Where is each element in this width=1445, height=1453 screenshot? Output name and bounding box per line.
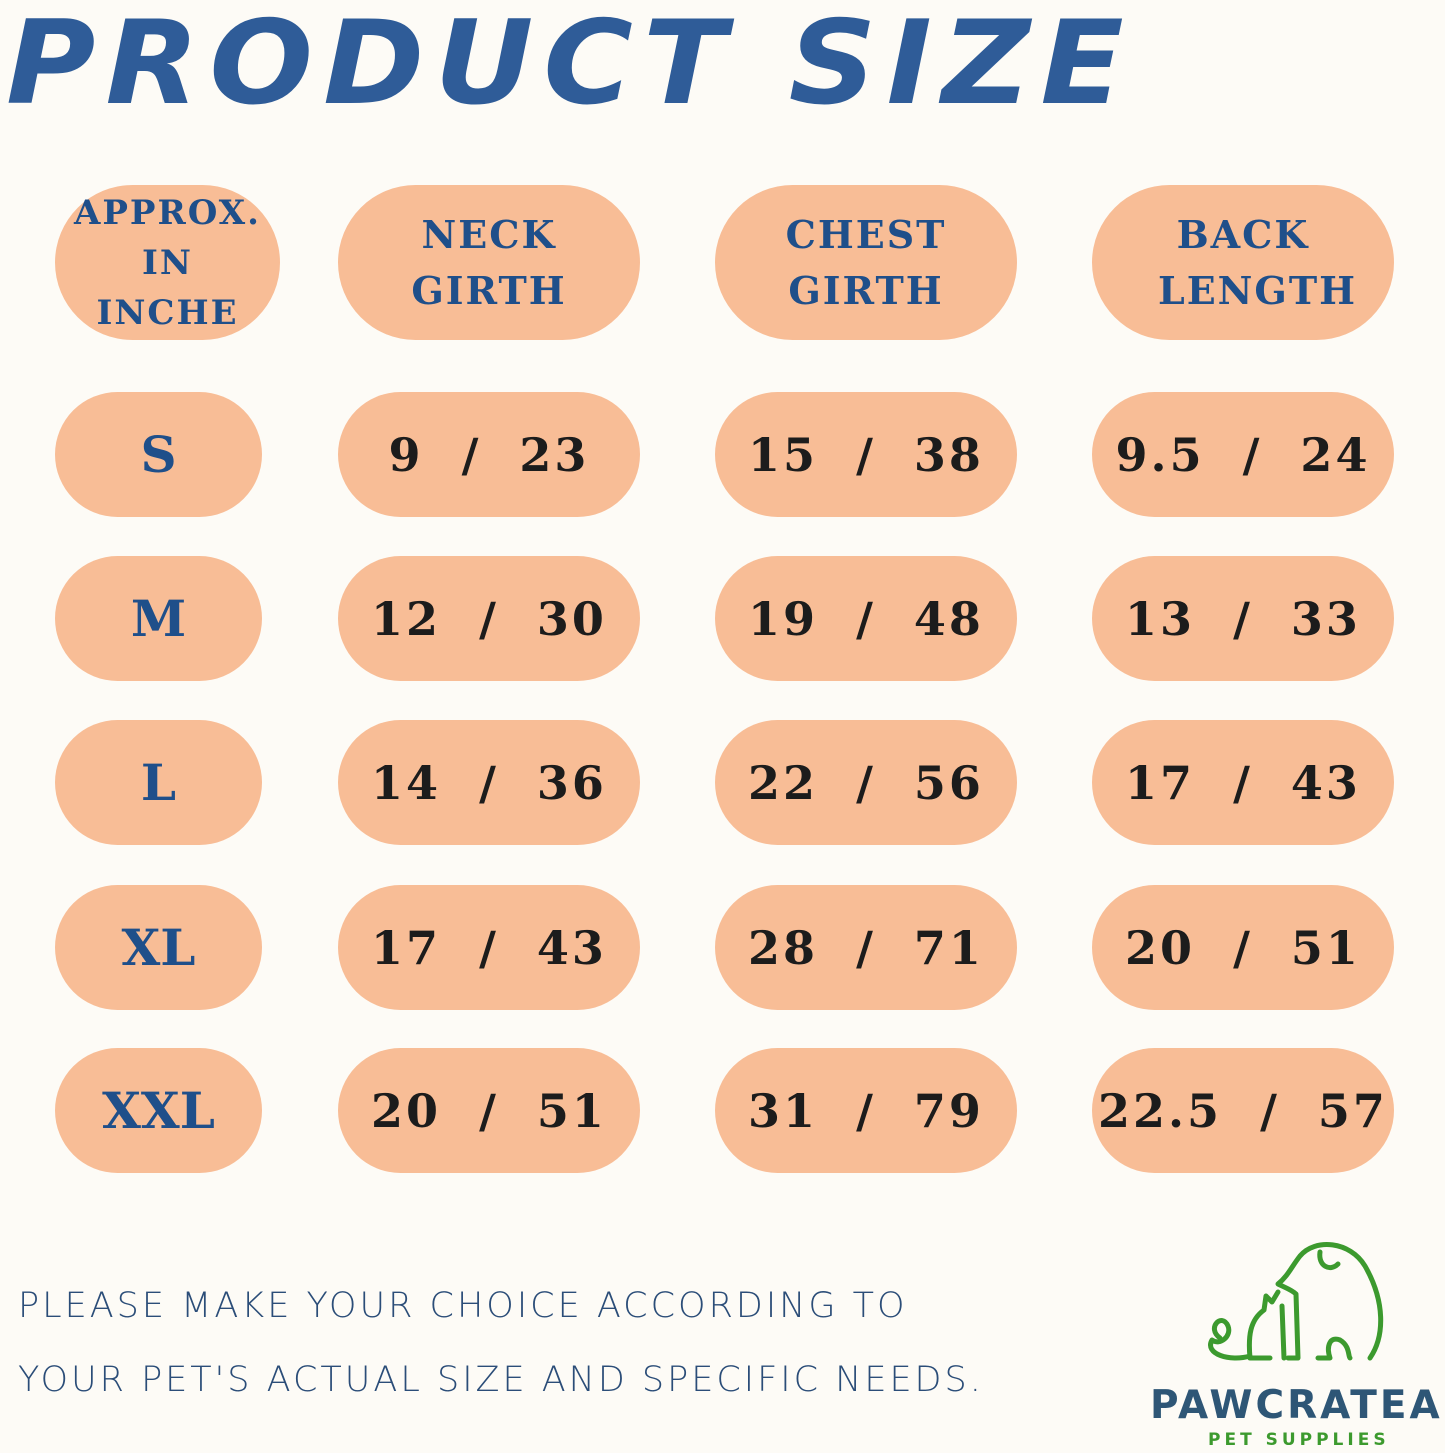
note-line-2: YOUR PET'S ACTUAL SIZE AND SPECIFIC NEED… bbox=[18, 1360, 984, 1400]
header-approx-in-inches: APPROX. IN INCHE bbox=[55, 185, 280, 340]
header-label: BACK LENGTH bbox=[1158, 211, 1358, 313]
neck-value-cell: 12 / 30 bbox=[338, 556, 640, 681]
back-value-cell: 17 / 43 bbox=[1092, 720, 1394, 845]
back-value-cell: 13 / 33 bbox=[1092, 556, 1394, 681]
size-label-cell: S bbox=[55, 392, 262, 517]
header-back-length: BACK LENGTH bbox=[1092, 185, 1394, 340]
back-value-cell: 20 / 51 bbox=[1092, 885, 1394, 1010]
back-value-cell: 22.5 / 57 bbox=[1092, 1048, 1394, 1173]
neck-value-cell: 14 / 36 bbox=[338, 720, 640, 845]
cat-and-dog-outline-icon bbox=[1208, 1242, 1384, 1361]
header-neck-girth: NECK GIRTH bbox=[338, 185, 640, 340]
brand-tagline: PET SUPPLIES bbox=[1208, 1430, 1390, 1450]
back-value-cell: 9.5 / 24 bbox=[1092, 392, 1394, 517]
chest-value-cell: 19 / 48 bbox=[715, 556, 1017, 681]
size-label-cell: XL bbox=[55, 885, 262, 1010]
note-line-1: PLEASE MAKE YOUR CHOICE ACCORDING TO bbox=[18, 1286, 908, 1326]
size-label-cell: L bbox=[55, 720, 262, 845]
chest-value-cell: 31 / 79 bbox=[715, 1048, 1017, 1173]
brand-name: PAWCRATEAN bbox=[1150, 1383, 1445, 1428]
chest-value-cell: 22 / 56 bbox=[715, 720, 1017, 845]
header-label: CHEST GIRTH bbox=[785, 211, 947, 313]
chest-value-cell: 15 / 38 bbox=[715, 392, 1017, 517]
neck-value-cell: 17 / 43 bbox=[338, 885, 640, 1010]
size-label-cell: M bbox=[55, 556, 262, 681]
header-label: APPROX. IN INCHE bbox=[73, 192, 261, 333]
header-label: NECK GIRTH bbox=[411, 211, 567, 313]
neck-value-cell: 9 / 23 bbox=[338, 392, 640, 517]
size-label-cell: XXL bbox=[55, 1048, 262, 1173]
neck-value-cell: 20 / 51 bbox=[338, 1048, 640, 1173]
page-title: PRODUCT SIZE bbox=[6, 0, 1134, 131]
header-chest-girth: CHEST GIRTH bbox=[715, 185, 1017, 340]
chest-value-cell: 28 / 71 bbox=[715, 885, 1017, 1010]
